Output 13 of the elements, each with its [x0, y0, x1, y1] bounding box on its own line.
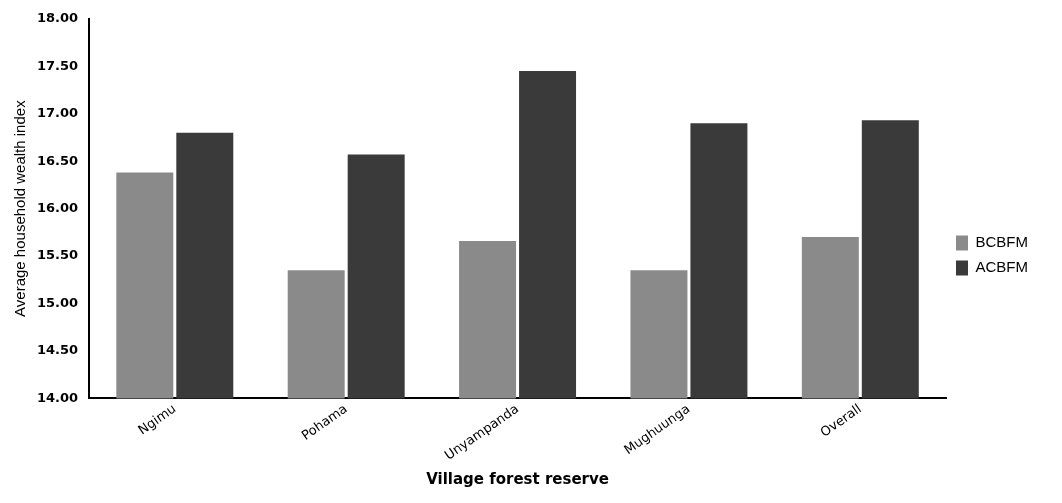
y-tick-label: 16.00 [37, 200, 79, 216]
y-tick-label: 14.00 [37, 389, 79, 405]
y-axis-title: Average household wealth index [11, 99, 29, 317]
y-tick-label: 15.00 [37, 294, 79, 310]
legend-label: ACBFM [975, 258, 1028, 276]
y-tick-label: 15.50 [37, 247, 79, 263]
x-axis-title: Village forest reserve [426, 469, 609, 488]
y-tick-label: 14.50 [37, 342, 79, 358]
y-tick-label: 16.50 [37, 152, 79, 168]
y-tick-label: 17.00 [37, 105, 79, 121]
legend-label: BCBFM [975, 233, 1028, 251]
y-tick-label: 18.00 [37, 10, 79, 26]
y-tick-label: 17.50 [37, 57, 79, 73]
